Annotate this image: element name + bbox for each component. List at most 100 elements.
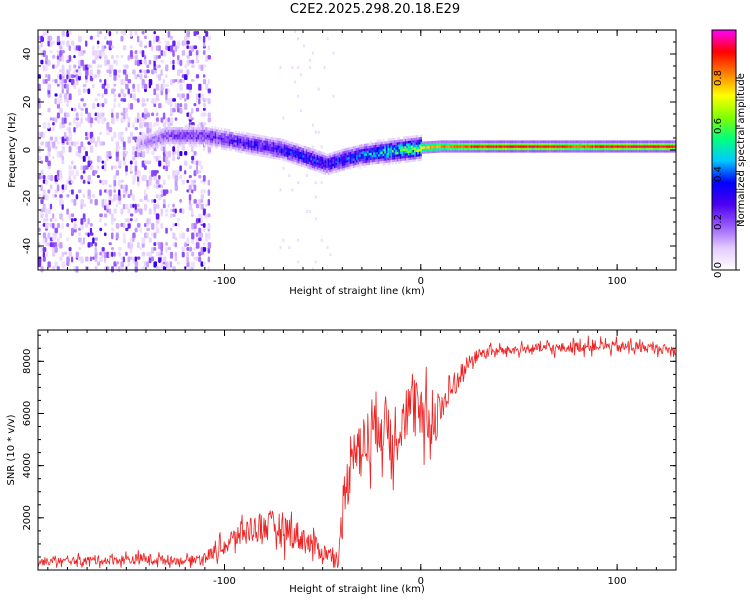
spectrogram-cell	[61, 54, 65, 62]
spectrogram-cell	[165, 141, 168, 145]
spectrogram-cell	[588, 140, 591, 143]
spectrogram-cell	[225, 135, 228, 139]
spectrogram-cell	[136, 144, 138, 147]
spectrogram-cell	[118, 246, 122, 251]
spectrogram-cell	[113, 165, 118, 169]
spectrogram-cell	[285, 139, 287, 143]
spectrogram-cell	[99, 78, 102, 83]
spectrogram-cell	[519, 140, 521, 143]
spectrogram-cell	[181, 136, 184, 140]
spectrogram-cell	[583, 150, 586, 153]
spectrogram-cell	[308, 161, 311, 165]
spectrogram-cell	[75, 112, 79, 118]
spectrogram-cell	[94, 266, 98, 270]
spectrogram-cell	[271, 153, 273, 157]
spectrogram-cell	[108, 40, 113, 48]
spectrogram-cell	[304, 148, 306, 151]
spectrogram-cell	[224, 133, 226, 136]
spectrogram-cell	[313, 149, 316, 152]
spectrogram-cell	[162, 137, 165, 141]
spectrogram-cell	[45, 218, 49, 222]
spectrogram-cell	[122, 160, 127, 166]
spectrogram-cell	[345, 160, 347, 163]
spectrogram-cell	[155, 122, 160, 126]
spectrogram-cell	[82, 237, 86, 245]
spectrogram-cell	[56, 141, 60, 145]
spectrogram-cell	[406, 152, 408, 156]
spectrogram-cell	[66, 112, 70, 118]
spectrogram-cell	[191, 208, 194, 216]
spectrogram-cell	[409, 157, 412, 160]
spectrogram-cell	[200, 165, 203, 170]
spectrogram-cell	[376, 139, 379, 143]
spectrogram-cell	[491, 145, 493, 148]
spectrogram-cell	[282, 158, 284, 161]
spectrogram-cell	[290, 158, 292, 161]
spectrogram-cell	[591, 150, 594, 153]
spectrogram-cell	[618, 145, 620, 148]
spectrogram-cell	[222, 137, 225, 141]
spectrogram-cell	[113, 174, 117, 181]
spectrogram-cell	[555, 140, 558, 143]
spectrogram-cell	[538, 142, 540, 146]
spectrogram-cell	[220, 132, 223, 136]
spectrogram-cell	[436, 150, 438, 153]
spectrogram-cell	[356, 147, 358, 151]
spectrogram-cell	[340, 168, 342, 172]
spectrogram-cell	[180, 144, 182, 147]
spectrogram-cell	[132, 232, 136, 239]
spectrogram-cell	[255, 143, 258, 147]
spectrogram-cell	[428, 150, 430, 154]
spectrogram-cell	[227, 128, 229, 132]
spectrogram-cell	[155, 83, 160, 91]
spectrogram-cell	[522, 147, 525, 151]
spectrogram-cell	[225, 131, 228, 134]
spectrogram-cell	[155, 218, 160, 224]
spectrogram-cell	[392, 140, 394, 143]
spectrogram-cell	[627, 142, 630, 146]
spectrogram-cell	[302, 155, 305, 158]
spectrogram-cell	[483, 140, 485, 143]
spectrogram-cell	[249, 152, 251, 155]
spectrogram-cell	[399, 151, 402, 154]
spectrogram-cell	[641, 145, 644, 148]
spectrogram-cell	[431, 140, 434, 144]
spectrogram-cell	[49, 203, 53, 210]
spectrogram-cell	[673, 142, 675, 146]
spectrogram-cell	[188, 266, 192, 272]
spectrogram-cell	[136, 256, 141, 260]
spectrogram-cell	[194, 136, 196, 140]
spectrogram-cell	[649, 145, 652, 148]
spectrogram-cell	[363, 148, 366, 152]
spectrogram-cell	[346, 154, 349, 158]
spectrogram-cell	[414, 159, 416, 162]
spectrogram-cell	[141, 251, 146, 257]
spectrogram-cell	[618, 150, 620, 153]
spectrogram-cell	[371, 162, 374, 165]
spectrogram-cell	[363, 146, 366, 149]
spectrogram-cell	[202, 261, 206, 266]
spectrogram-cell	[129, 160, 133, 165]
spectrogram-cell	[530, 145, 532, 148]
spectrogram-cell	[75, 194, 79, 200]
spectrogram-cell	[160, 208, 164, 215]
spectrogram-cell	[580, 150, 583, 153]
spectrogram-cell	[176, 134, 179, 137]
spectrogram-cell	[205, 83, 209, 91]
spectrogram-cell	[668, 145, 671, 148]
spectrogram-cell	[195, 93, 199, 100]
spectrogram-cell	[122, 78, 126, 85]
spectrogram-cell	[629, 145, 631, 148]
spectrogram-cell	[144, 83, 148, 90]
spectrogram-cell	[398, 151, 401, 155]
spectrogram-cell	[415, 154, 418, 157]
spectrogram-cell	[268, 148, 270, 151]
spectrogram-cell	[176, 132, 179, 135]
spectrogram-cell	[524, 147, 526, 151]
spectrogram-cell	[568, 145, 570, 148]
spectrogram-cell	[451, 145, 454, 148]
spectrogram-cell	[172, 129, 174, 133]
spectrogram-cell	[616, 142, 619, 146]
spectrogram-cell	[564, 140, 567, 143]
spectrogram-cell	[147, 140, 149, 144]
